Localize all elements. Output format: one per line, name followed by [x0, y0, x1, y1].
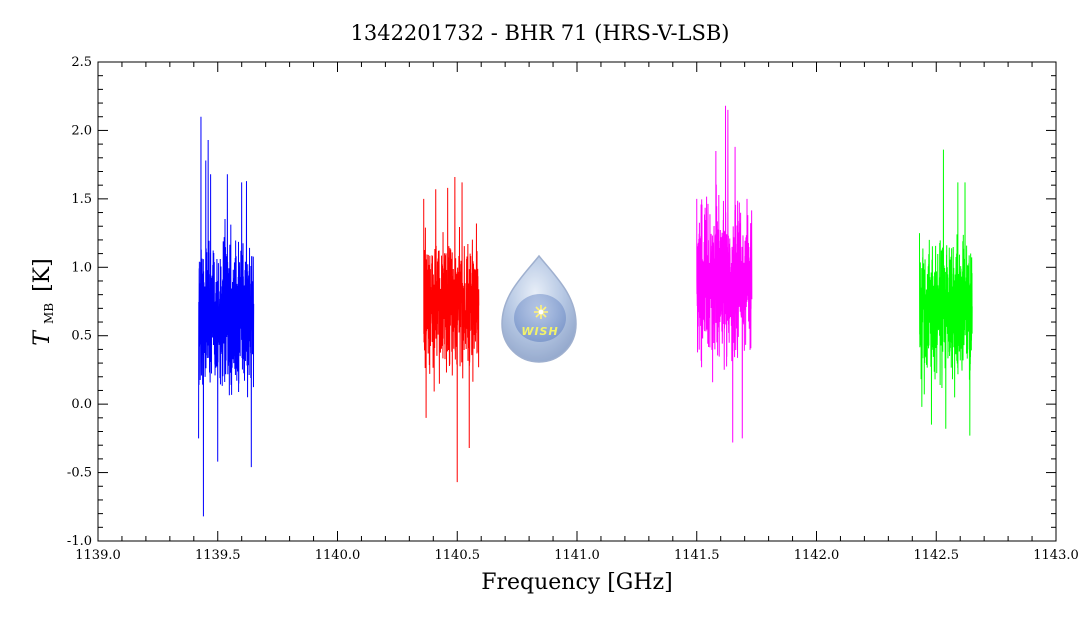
y-axis: -1.0 -0.5 0.0 0.5 1.0 1.5 2.0 2.5: [67, 55, 1056, 549]
svg-text:T MB [K]: T MB [K]: [30, 258, 59, 345]
x-axis: 1139.0 1139.5 1140.0 1140.5 1141.0 1141.5 1142…: [75, 62, 1079, 563]
wish-star-icon: [534, 305, 548, 319]
y-axis-title: T MB [K]: [30, 258, 59, 345]
y-tick-label: 2.0: [71, 123, 92, 138]
x-tick-label: 1141.0: [554, 548, 600, 563]
y-tick-label: -0.5: [67, 466, 92, 481]
y-axis-title-subscript: MB: [42, 303, 56, 324]
x-tick-label: 1140.5: [435, 548, 481, 563]
x-tick-label: 1142.0: [794, 548, 840, 563]
y-tick-label: 1.5: [71, 192, 92, 207]
y-tick-label: 0.5: [71, 329, 92, 344]
x-tick-label: 1143.0: [1033, 548, 1079, 563]
x-tick-label: 1141.5: [674, 548, 720, 563]
series-line: [918, 149, 973, 436]
x-tick-label: 1140.0: [315, 548, 361, 563]
wish-sphere-icon: [514, 294, 566, 342]
y-tick-label: 1.0: [71, 260, 92, 275]
series-1: [423, 176, 480, 483]
series-0: [198, 116, 255, 517]
y-axis-title-unit: [K]: [30, 258, 55, 292]
x-tick-label: 1142.5: [914, 548, 960, 563]
chart-title: 1342201732 - BHR 71 (HRS-V-LSB): [350, 21, 729, 45]
y-tick-label: -1.0: [67, 534, 92, 549]
series-line: [696, 105, 753, 443]
x-tick-label: 1139.5: [195, 548, 241, 563]
wish-logo-text: WISH: [521, 325, 558, 338]
x-axis-title: Frequency [GHz]: [481, 570, 673, 595]
series-layer: [198, 105, 973, 517]
series-2: [696, 105, 753, 443]
x-tick-label: 1139.0: [75, 548, 121, 563]
wish-logo: WISH: [501, 254, 577, 363]
series-3: [918, 149, 973, 436]
y-tick-label: 0.0: [71, 397, 92, 412]
series-line: [423, 176, 480, 483]
series-line: [198, 116, 255, 517]
y-tick-label: 2.5: [71, 55, 92, 70]
y-axis-title-main: T: [30, 329, 55, 346]
